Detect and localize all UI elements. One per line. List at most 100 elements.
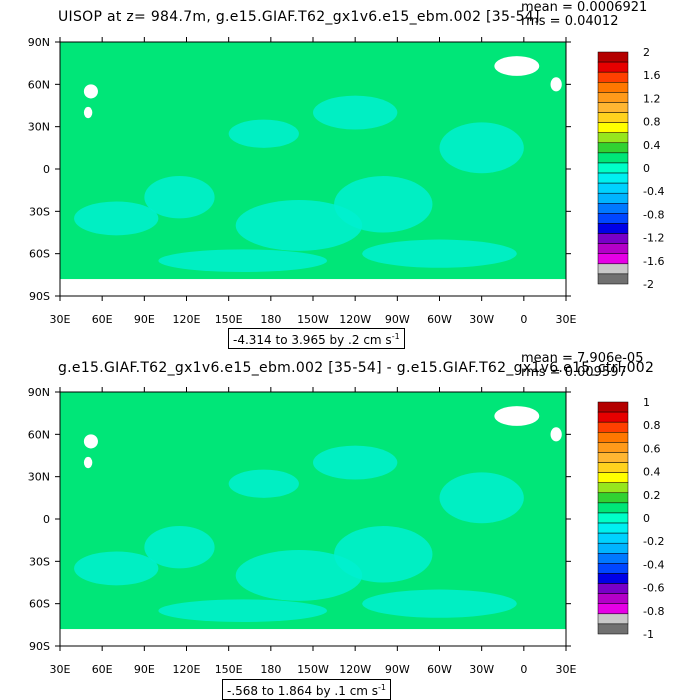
map1-xtick-label: 90E	[134, 313, 155, 326]
map2-xtick-label: 150W	[297, 663, 329, 676]
colorbar1-swatch	[597, 112, 629, 123]
colorbar2-swatch	[597, 432, 629, 443]
colorbar1-swatch	[597, 172, 629, 184]
map2-land	[550, 427, 562, 442]
colorbar1-label: 1.6	[643, 69, 661, 82]
map1-land	[83, 84, 98, 99]
colorbar1-label: 2	[643, 46, 650, 59]
map2-ytick-label: 0	[43, 513, 50, 526]
colorbar1-swatch	[597, 203, 629, 214]
map1-land	[494, 56, 540, 76]
panel1-rms: rms = 0.04012	[521, 14, 619, 29]
map1-ocean-patch	[144, 176, 215, 219]
colorbar2-swatch	[597, 512, 629, 524]
colorbar2-swatch	[597, 532, 629, 544]
colorbar2-swatch	[597, 603, 629, 615]
map2-xtick-label: 180	[260, 663, 281, 676]
colorbar1-swatch	[597, 263, 629, 275]
map2-ocean-patch	[362, 589, 517, 618]
colorbar1-swatch	[597, 71, 629, 83]
map2-ytick-label: 60N	[28, 428, 50, 441]
panel1-mean: mean = 0.0006921	[521, 0, 648, 15]
colorbar2-swatch	[597, 542, 629, 554]
map2-ytick-label: 90N	[28, 386, 50, 399]
map1-land	[550, 77, 562, 92]
colorbar1-swatch	[597, 51, 629, 63]
map1-ocean-patch	[235, 200, 363, 251]
colorbar2-swatch	[597, 573, 629, 584]
colorbar1-swatch	[597, 132, 629, 144]
map1-ytick-label: 90N	[28, 36, 50, 49]
colorbar2-swatch	[597, 472, 629, 483]
map2-ocean-patch	[144, 526, 215, 569]
colorbar2-swatch	[597, 502, 629, 514]
map2-land	[494, 406, 540, 426]
map1-ocean-patch	[228, 119, 299, 148]
colorbar1-swatch	[597, 82, 629, 93]
map2-ytick-label: 90S	[29, 640, 50, 653]
colorbar1-label: 0.4	[643, 139, 661, 152]
colorbar1-swatch	[597, 273, 629, 285]
map1-ytick-label: 60N	[28, 78, 50, 91]
colorbar2-swatch	[597, 623, 629, 635]
map1-ocean-patch	[439, 122, 524, 174]
colorbar1-label: 0.8	[643, 116, 661, 129]
map2-ocean-patch	[74, 551, 159, 586]
colorbar1-swatch	[597, 102, 629, 113]
map1-ytick-label: 0	[43, 163, 50, 176]
map2-xtick-label: 30W	[469, 663, 494, 676]
map2-xtick-label: 90E	[134, 663, 155, 676]
map1-ytick-label: 30N	[28, 121, 50, 134]
colorbar2-swatch	[597, 442, 629, 453]
colorbar1-swatch	[597, 243, 629, 254]
colorbar1-swatch	[597, 122, 629, 133]
map2-xtick-label: 30E	[50, 663, 71, 676]
map2-xtick-label: 60W	[427, 663, 452, 676]
colorbar2-label: 0.2	[643, 489, 661, 502]
colorbar2-swatch	[597, 583, 629, 594]
map2-xtick-label: 30E	[556, 663, 577, 676]
map2-xtick-label: 120E	[173, 663, 201, 676]
map2-ytick-label: 30S	[29, 555, 50, 568]
map1-xtick-label: 150W	[297, 313, 329, 326]
colorbar1-label: 0	[643, 162, 650, 175]
map2-ytick-label: 30N	[28, 471, 50, 484]
colorbar2-label: -0.4	[643, 558, 664, 571]
map1-xtick-label: 180	[260, 313, 281, 326]
colorbar1-label: -2	[643, 278, 654, 291]
colorbar1-swatch	[597, 253, 629, 265]
colorbar2-swatch	[597, 593, 629, 604]
map1-xtick-label: 90W	[385, 313, 410, 326]
map2-ocean-patch	[313, 445, 398, 480]
colorbar1-swatch	[597, 142, 629, 154]
colorbar2-label: 0	[643, 512, 650, 525]
colorbar2-swatch	[597, 553, 629, 564]
map1-xtick-label: 30W	[469, 313, 494, 326]
map1-ytick-label: 90S	[29, 290, 50, 303]
map1-land	[83, 106, 93, 119]
colorbar2-label: -0.8	[643, 605, 664, 618]
map1-xtick-label: 60W	[427, 313, 452, 326]
colorbar2-swatch	[597, 421, 629, 433]
colorbar2-swatch	[597, 401, 629, 413]
map2-xtick-label: 60E	[92, 663, 113, 676]
colorbar1-swatch	[597, 61, 629, 73]
colorbar2-label: -1	[643, 628, 654, 641]
colorbar2-swatch	[597, 452, 629, 463]
panel1-title: UISOP at z= 984.7m, g.e15.GIAF.T62_gx1v6…	[58, 9, 540, 25]
map2-xtick-label: 90W	[385, 663, 410, 676]
map2-ocean-patch	[158, 599, 328, 623]
map1-ytick-label: 60S	[29, 248, 50, 261]
map2-ocean-patch	[228, 469, 299, 498]
map1-ocean-patch	[334, 176, 433, 233]
map2-ocean-patch	[334, 526, 433, 583]
map2-ytick-label: 60S	[29, 598, 50, 611]
map1-xtick-label: 30E	[50, 313, 71, 326]
colorbar1-label: 1.2	[643, 92, 661, 105]
colorbar2-label: -0.2	[643, 535, 664, 548]
colorbar2-swatch	[597, 522, 629, 534]
map1-ytick-label: 30S	[29, 205, 50, 218]
map2-ocean-patch	[235, 550, 363, 601]
panel2-title: g.e15.GIAF.T62_gx1v6.e15_ebm.002 [35-54]…	[58, 360, 655, 376]
